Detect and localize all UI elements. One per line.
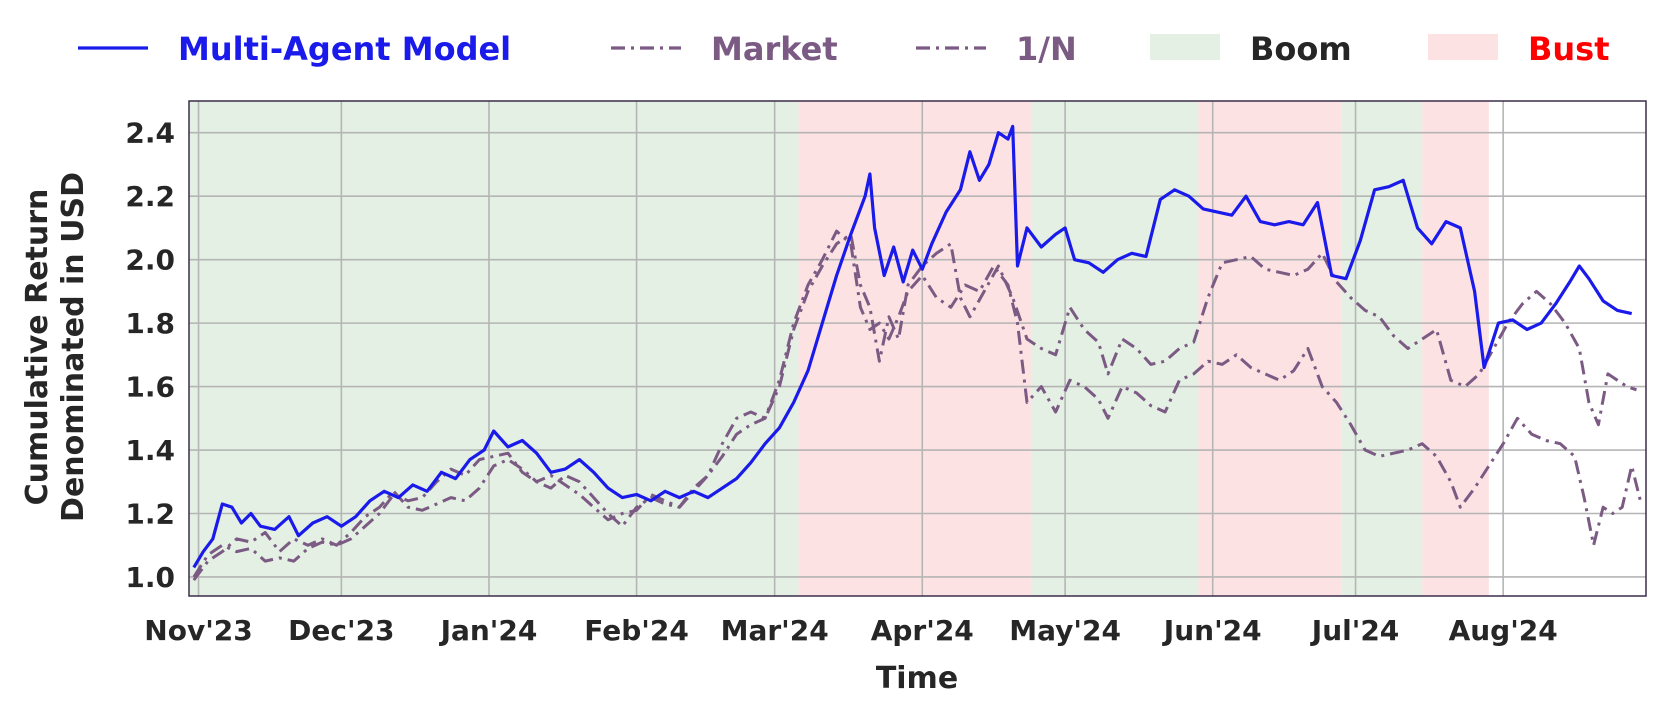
legend-swatch-boom: [1150, 34, 1220, 60]
x-axis-label: Time: [876, 661, 958, 696]
y-axis-label-line1: Cumulative Return: [20, 189, 55, 506]
legend-label-1-n: 1/N: [1016, 30, 1077, 68]
legend-label-market: Market: [711, 30, 838, 68]
legend-label-bust: Bust: [1528, 30, 1610, 68]
series-lines: [192, 124, 1643, 581]
plot-frame: [188, 100, 1647, 597]
region-bust-3: [1198, 101, 1342, 596]
y-tick-label: 2.2: [125, 180, 175, 213]
region-bust-1: [798, 101, 1032, 596]
x-tick-label: Apr'24: [871, 614, 974, 647]
regime-regions: [189, 101, 1489, 596]
y-tick-label: 2.4: [125, 117, 175, 150]
x-tick-label: Jul'24: [1310, 614, 1400, 647]
x-tick-label: Jan'24: [439, 614, 538, 647]
x-tick-label: Aug'24: [1449, 614, 1558, 647]
x-tick-label: Dec'23: [288, 614, 394, 647]
series-line-multi-agent-model: [192, 124, 1633, 569]
legend: Multi-Agent Model Market 1/N Boom Bust: [78, 30, 1610, 68]
x-tick-labels: Nov'23 Dec'23 Jan'24 Feb'24 Mar'24 Apr'24 May'…: [144, 614, 1557, 647]
region-bust-5: [1422, 101, 1489, 596]
x-tick-label: Nov'23: [144, 614, 252, 647]
region-boom-2: [1031, 101, 1199, 596]
y-tick-label: 1.4: [125, 434, 175, 467]
region-boom-0: [189, 101, 799, 596]
x-tick-label: Mar'24: [721, 614, 829, 647]
x-tick-label: Jun'24: [1162, 614, 1262, 647]
y-tick-label: 1.8: [125, 307, 175, 340]
y-tick-label: 1.0: [125, 561, 175, 594]
x-tick-label: May'24: [1009, 614, 1121, 647]
y-tick-labels: 1.0 1.2 1.4 1.6 1.8 2.0 2.2 2.4: [125, 117, 175, 594]
y-tick-label: 1.6: [125, 371, 175, 404]
y-axis-label-line2: Denominated in USD: [56, 172, 91, 522]
series-line-1-n: [192, 229, 1643, 581]
legend-label-multi-agent-model: Multi-Agent Model: [178, 30, 511, 68]
legend-label-boom: Boom: [1250, 30, 1352, 68]
legend-swatch-bust: [1428, 34, 1498, 60]
x-tick-label: Feb'24: [584, 614, 689, 647]
grid-lines: [189, 101, 1646, 596]
y-tick-label: 1.2: [125, 498, 175, 531]
y-tick-label: 2.0: [125, 244, 175, 277]
